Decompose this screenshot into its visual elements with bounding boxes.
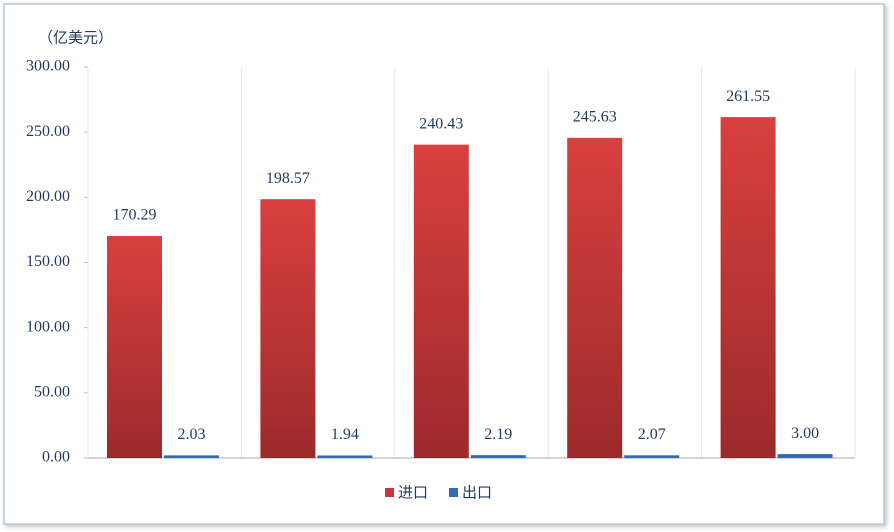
data-label: 2.19 (484, 426, 512, 443)
bar (470, 455, 526, 458)
bar (164, 455, 219, 458)
bar (413, 144, 469, 458)
data-label: 1.94 (331, 426, 359, 443)
y-axis-unit: （亿美元） (38, 29, 113, 47)
data-label: 261.55 (726, 88, 770, 105)
y-tick-label: 150.00 (26, 253, 70, 270)
y-tick-label: 0.00 (42, 449, 70, 466)
y-tick-label: 100.00 (26, 318, 70, 335)
data-label: 245.63 (573, 109, 617, 126)
y-tick-label: 300.00 (26, 58, 70, 75)
data-label: 240.43 (419, 115, 463, 132)
data-label: 3.00 (791, 425, 819, 442)
y-tick-label: 50.00 (34, 384, 70, 401)
legend-label: 进口 (398, 484, 428, 502)
legend-label: 出口 (462, 484, 492, 502)
data-label: 2.03 (178, 426, 206, 443)
bar (624, 455, 680, 458)
bar (567, 137, 623, 458)
legend-swatch (385, 488, 394, 497)
bar (777, 454, 833, 458)
bar (107, 236, 162, 458)
bar (260, 199, 316, 459)
y-tick-label: 200.00 (26, 188, 70, 205)
bar (720, 117, 776, 459)
data-label: 198.57 (266, 170, 310, 187)
data-label: 2.07 (638, 426, 666, 443)
data-label: 170.29 (113, 207, 157, 224)
legend-swatch (449, 488, 458, 497)
bar (317, 455, 373, 458)
y-tick-label: 250.00 (26, 123, 70, 140)
